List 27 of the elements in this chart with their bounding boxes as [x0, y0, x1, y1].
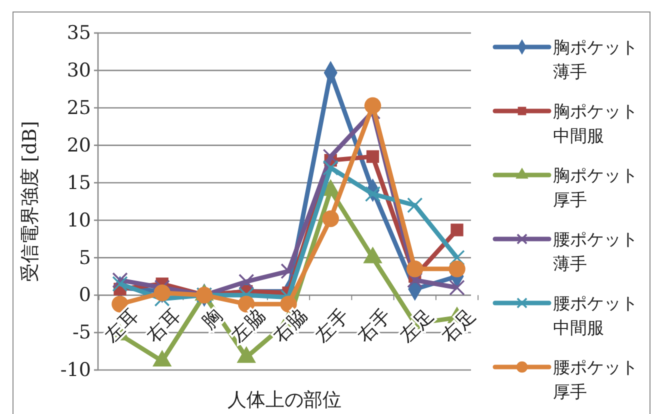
y-tick-label: -10 [60, 359, 91, 382]
x-tick-label: 左耳 [100, 304, 143, 347]
x-tick-label: 左手 [311, 304, 354, 347]
y-tick-label: -5 [72, 322, 91, 344]
x-axis-title: 人体上の部位 [228, 389, 342, 411]
y-tick-label: 25 [66, 96, 91, 119]
y-tick-label: 20 [66, 134, 91, 156]
y-tick-label: 5 [78, 246, 91, 269]
y-tick-label: 15 [66, 172, 91, 194]
x-tick-label: 左足 [395, 304, 438, 347]
y-tick-label: 0 [78, 284, 91, 306]
y-tick-label: 30 [66, 60, 91, 82]
x-tick-label: 左脇 [226, 304, 270, 347]
x-tick-label: 右耳 [142, 304, 186, 347]
x-tick-label: 右脇 [269, 304, 312, 347]
y-tick-label: 35 [66, 22, 91, 44]
x-tick-label: 右足 [438, 304, 480, 347]
legend-label: 腰ポケット中間服 [553, 294, 638, 339]
y-axis-title: 受信電界強度 [dB] [19, 121, 41, 282]
x-tick-label: 胸 [198, 304, 228, 334]
legend-label: 胸ポケット中間服 [553, 102, 638, 147]
legend-label: 胸ポケット厚手 [553, 166, 638, 211]
y-tick-label: 10 [66, 209, 91, 232]
legend-label: 胸ポケット薄手 [553, 38, 638, 83]
x-tick-label: 右手 [353, 304, 396, 347]
legend-label: 腰ポケット薄手 [553, 230, 638, 275]
legend-label: 腰ポケット厚手 [553, 358, 638, 403]
